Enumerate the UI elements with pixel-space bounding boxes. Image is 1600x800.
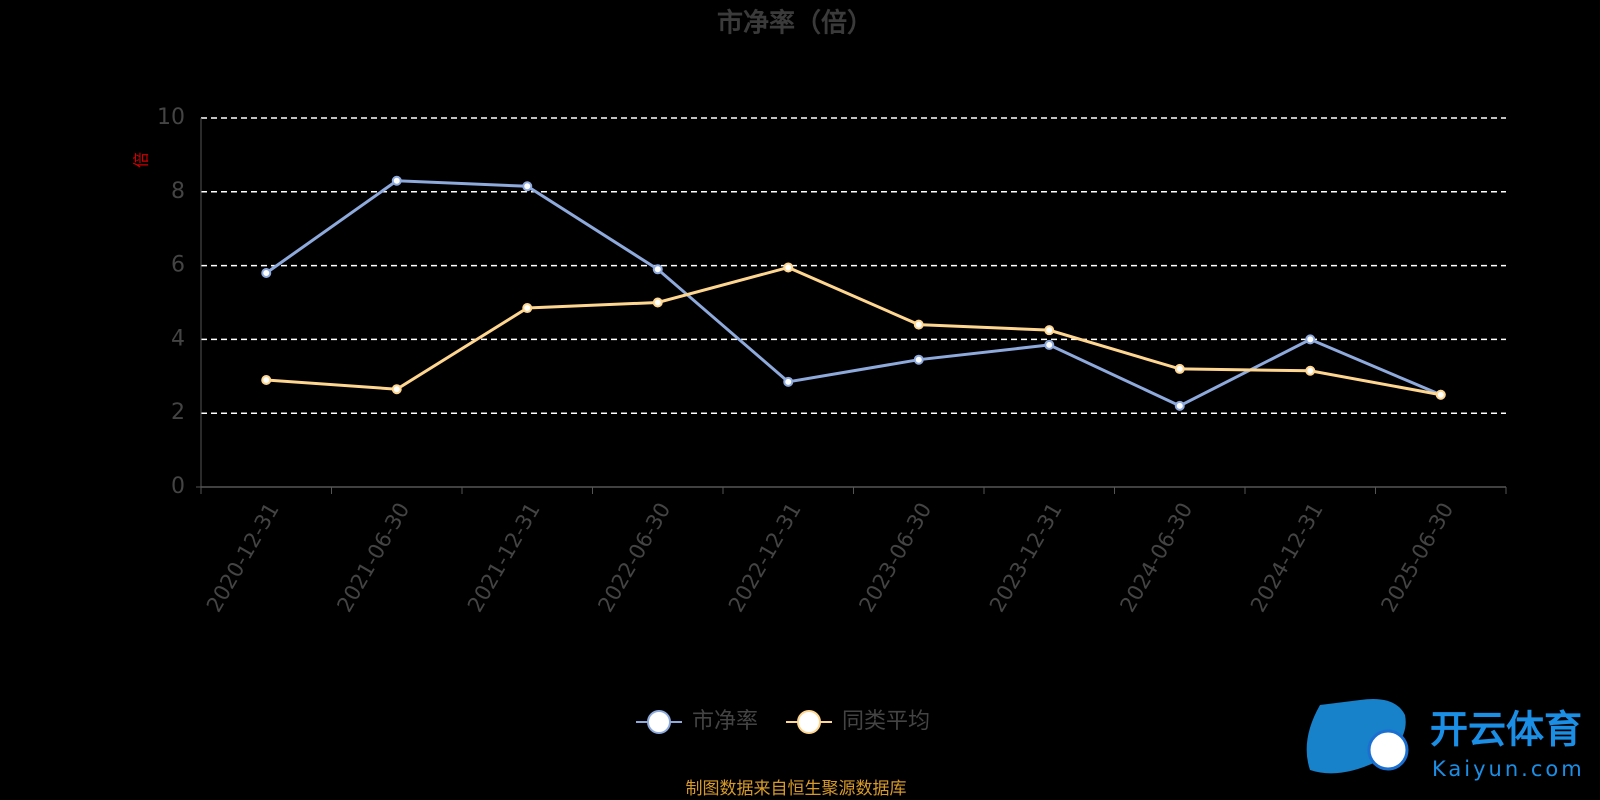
watermark-site: Kaiyun.com — [1432, 757, 1585, 781]
point — [1435, 389, 1446, 400]
point — [1044, 339, 1055, 350]
series-line — [265, 179, 1442, 408]
point — [522, 303, 533, 314]
y-tick-label: 0 — [171, 474, 185, 499]
chart-title: 市净率（倍） — [717, 8, 873, 39]
legend-item: 同类平均 — [786, 709, 930, 734]
point — [1305, 365, 1316, 376]
point — [652, 297, 663, 308]
point — [913, 354, 924, 365]
logo-ball — [1367, 729, 1409, 771]
legend-marker — [797, 710, 821, 734]
legend-item: 市净率 — [636, 709, 758, 734]
legend-marker — [647, 710, 671, 734]
watermark-brand: 开云体育 — [1430, 708, 1582, 752]
point — [261, 374, 272, 385]
point — [1174, 363, 1185, 374]
point — [1305, 334, 1316, 345]
point — [261, 267, 272, 278]
legend-label: 市净率 — [692, 709, 758, 734]
point — [391, 175, 402, 186]
footnote: 制图数据来自恒生聚源数据库 — [686, 779, 907, 799]
point — [783, 376, 794, 387]
y-tick-label: 10 — [157, 105, 185, 130]
y-tick-label: 4 — [171, 326, 185, 351]
y-tick-label: 8 — [171, 179, 185, 204]
point — [1044, 325, 1055, 336]
y-tick-label: 2 — [171, 400, 185, 425]
point — [522, 181, 533, 192]
y-tick-label: 6 — [171, 253, 185, 278]
point — [913, 319, 924, 330]
point — [783, 262, 794, 273]
point — [1174, 400, 1185, 411]
watermark: 开云体育 Kaiyun.com — [1306, 699, 1585, 781]
y-axis-label: 倍 — [132, 152, 151, 168]
point — [652, 264, 663, 275]
series-line — [266, 265, 1442, 397]
point — [391, 384, 402, 395]
legend-label: 同类平均 — [842, 709, 930, 734]
